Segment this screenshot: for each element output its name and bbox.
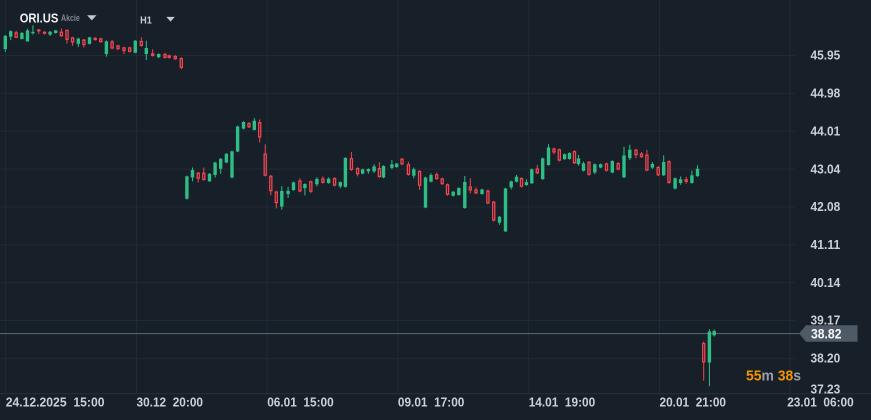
svg-text:38.82: 38.82 <box>811 326 842 341</box>
svg-text:44.01: 44.01 <box>811 123 841 138</box>
svg-text:09.01 17:00: 09.01 17:00 <box>398 396 465 410</box>
svg-text:40.14: 40.14 <box>811 275 841 290</box>
svg-text:06.01 15:00: 06.01 15:00 <box>267 396 334 410</box>
svg-text:23.01 06:00: 23.01 06:00 <box>787 396 854 410</box>
svg-text:43.04: 43.04 <box>811 161 841 176</box>
svg-text:30.12 20:00: 30.12 20:00 <box>137 396 204 410</box>
svg-text:Akcie: Akcie <box>61 13 80 24</box>
svg-text:38.20: 38.20 <box>811 351 841 366</box>
svg-text:44.98: 44.98 <box>811 86 841 101</box>
svg-text:55m 38s: 55m 38s <box>746 367 801 384</box>
svg-text:39.17: 39.17 <box>811 313 841 328</box>
svg-text:37.23: 37.23 <box>811 382 841 397</box>
svg-text:ORI.US: ORI.US <box>20 10 59 25</box>
svg-text:14.01 19:00: 14.01 19:00 <box>529 396 596 410</box>
svg-text:42.08: 42.08 <box>811 199 841 214</box>
svg-text:24.12.2025 15:00: 24.12.2025 15:00 <box>6 396 105 410</box>
svg-text:H1: H1 <box>140 15 152 27</box>
svg-text:45.95: 45.95 <box>811 48 841 63</box>
svg-text:20.01 21:00: 20.01 21:00 <box>660 396 727 410</box>
svg-text:41.11: 41.11 <box>811 237 841 252</box>
